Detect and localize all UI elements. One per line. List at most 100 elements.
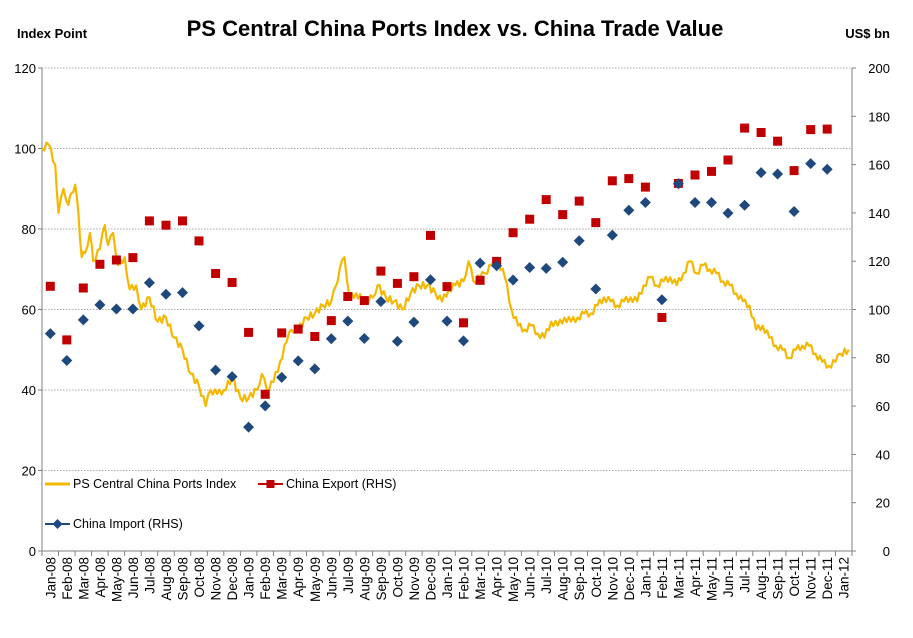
left-tick-label: 20 — [22, 464, 36, 479]
x-tick-label: Aug-08 — [159, 557, 174, 601]
import-marker — [110, 303, 122, 315]
import-marker — [177, 287, 188, 299]
import-marker — [706, 197, 717, 208]
legend-swatch-export-marker — [266, 480, 275, 488]
x-tick-label: Sep-11 — [771, 557, 786, 600]
import-marker — [639, 197, 651, 208]
import-marker — [94, 299, 106, 311]
right-tick-label: 60 — [876, 399, 890, 414]
x-tick-label: Oct-10 — [589, 557, 604, 598]
x-tick-label: Sep-09 — [374, 557, 389, 601]
x-axis-ticks: Jan-08 Feb-08 Mar-08 Apr-08 May-08 Jun-08 Jul-… — [41, 551, 853, 602]
import-marker — [606, 229, 618, 241]
left-tick-label: 80 — [22, 222, 36, 237]
export-marker — [508, 228, 518, 238]
import-marker — [259, 400, 271, 412]
export-marker — [45, 281, 55, 291]
x-tick-label: Jul-08 — [142, 557, 157, 594]
import-marker — [358, 333, 370, 344]
import-marker — [656, 294, 668, 306]
x-tick-label: Mar-09 — [275, 557, 290, 600]
export-marker — [640, 182, 650, 192]
x-tick-label: May-09 — [308, 557, 323, 602]
import-marker — [243, 421, 255, 433]
import-marker — [375, 296, 387, 307]
legend-swatch-import-marker — [52, 519, 63, 529]
left-axis-unit-label: Index Point — [17, 26, 88, 41]
x-tick-label: Jan-08 — [43, 557, 58, 598]
x-tick-label: Mar-08 — [76, 557, 91, 600]
x-tick-label: Nov-10 — [605, 557, 620, 601]
right-tick-label: 0 — [883, 544, 890, 559]
export-marker — [392, 278, 402, 288]
import-marker — [623, 204, 635, 216]
export-marker — [343, 292, 353, 301]
import-marker — [61, 355, 73, 366]
left-tick-label: 40 — [22, 383, 36, 398]
export-marker — [144, 216, 154, 226]
x-tick-label: Feb-10 — [457, 557, 472, 600]
x-tick-label: Jun-09 — [324, 557, 339, 598]
import-marker — [590, 283, 602, 295]
export-marker — [359, 296, 369, 306]
legend-item-china-import: China Import (RHS) — [45, 517, 183, 531]
x-tick-label: Nov-11 — [804, 557, 819, 600]
x-tick-label: Nov-08 — [209, 557, 224, 601]
x-tick-label: Dec-09 — [423, 557, 438, 601]
x-tick-label: Feb-11 — [655, 557, 670, 599]
export-marker — [624, 174, 634, 184]
right-axis-unit-label: US$ bn — [845, 26, 890, 41]
import-marker — [772, 168, 784, 180]
export-marker — [310, 332, 320, 341]
export-marker — [62, 335, 72, 345]
import-marker — [573, 235, 585, 247]
export-marker — [773, 136, 783, 146]
left-tick-label: 100 — [14, 142, 36, 157]
x-tick-label: Mar-10 — [473, 557, 488, 600]
x-tick-label: Mar-11 — [671, 557, 686, 599]
export-marker — [211, 269, 221, 278]
export-marker — [78, 283, 88, 293]
left-axis-ticks: 0 20 40 60 80 100 120 — [14, 61, 42, 559]
export-marker — [822, 124, 832, 134]
export-marker — [558, 210, 568, 220]
import-marker — [408, 316, 420, 328]
import-marker — [540, 262, 552, 274]
import-marker — [143, 277, 155, 289]
x-tick-label: Nov-09 — [407, 557, 422, 601]
left-tick-label: 60 — [22, 303, 36, 318]
left-tick-label: 0 — [29, 544, 36, 559]
export-marker — [740, 123, 750, 133]
x-tick-label: May-11 — [704, 557, 719, 601]
import-marker — [458, 335, 469, 347]
x-tick-label: Dec-10 — [622, 557, 637, 601]
export-marker — [707, 166, 716, 176]
export-marker — [525, 214, 535, 224]
x-tick-label: Jan-11 — [638, 557, 653, 597]
export-marker — [607, 176, 617, 186]
export-marker — [227, 278, 237, 287]
legend-item-ports-index: PS Central China Ports Index — [45, 477, 237, 491]
right-tick-label: 40 — [876, 447, 890, 462]
export-marker — [756, 128, 766, 137]
import-marker — [391, 335, 403, 347]
export-marker — [260, 389, 270, 399]
x-tick-label: Oct-11 — [787, 557, 802, 597]
x-tick-label: May-10 — [506, 557, 521, 602]
export-marker — [789, 166, 799, 176]
x-tick-label: Aug-10 — [556, 557, 571, 601]
right-tick-label: 120 — [868, 254, 890, 269]
right-tick-label: 100 — [868, 303, 890, 318]
right-tick-label: 200 — [868, 61, 890, 76]
right-tick-label: 20 — [876, 496, 890, 511]
right-tick-label: 160 — [868, 158, 890, 173]
import-marker — [441, 315, 453, 327]
right-tick-label: 180 — [868, 109, 890, 124]
x-tick-label: Jul-10 — [539, 557, 554, 594]
import-marker — [325, 333, 337, 345]
x-tick-label: Jul-11 — [738, 557, 753, 593]
import-marker — [309, 363, 321, 375]
export-marker — [806, 125, 816, 135]
import-marker — [292, 355, 304, 367]
